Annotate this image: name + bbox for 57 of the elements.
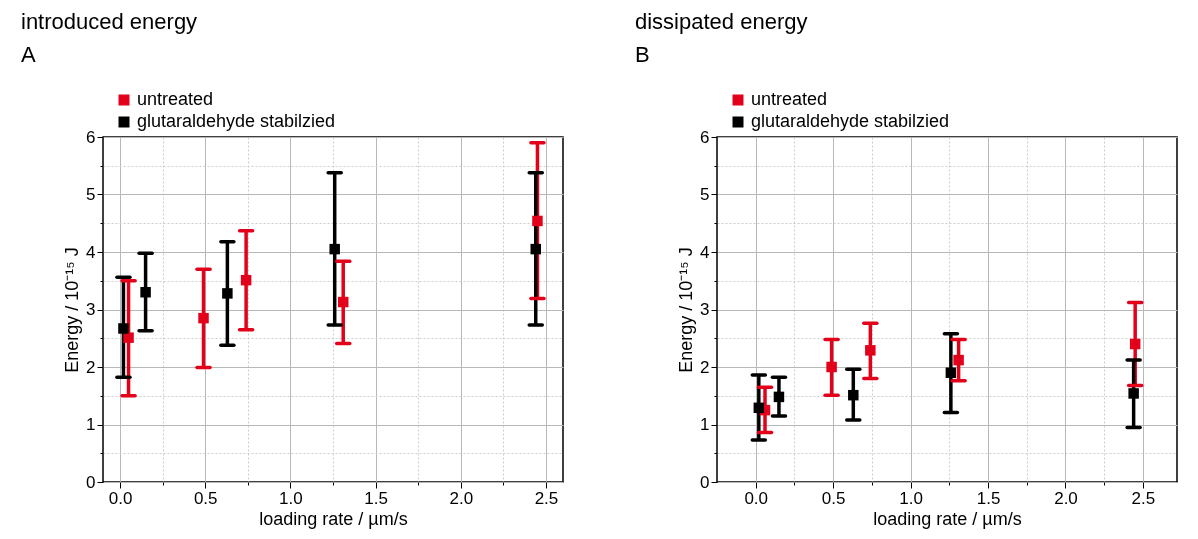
x-tick-label: 0.0 <box>108 488 133 508</box>
x-axis-title: loading rate / µm/s <box>259 508 408 529</box>
y-tick-label: 4 <box>700 242 710 262</box>
y-tick-label: 3 <box>700 300 710 319</box>
point <box>532 215 543 227</box>
point <box>753 402 765 414</box>
y-tick-label: 2 <box>700 357 710 377</box>
point <box>773 391 785 403</box>
y-tick-label: 5 <box>700 185 710 204</box>
y-tick-label: 2 <box>86 357 96 377</box>
point <box>1128 388 1139 399</box>
point <box>865 345 876 356</box>
point <box>222 288 233 299</box>
x-tick-label: 0.5 <box>821 488 846 508</box>
point <box>826 361 837 373</box>
text: B <box>635 42 650 67</box>
y-tick-label: 5 <box>86 185 96 204</box>
point <box>945 367 957 378</box>
point <box>123 332 134 343</box>
y-tick-label: 0 <box>700 472 710 492</box>
point <box>198 312 209 324</box>
point <box>140 287 151 298</box>
y-tick-label: 4 <box>86 242 96 262</box>
x-tick-label: 1.0 <box>899 488 923 508</box>
point <box>953 354 964 366</box>
x-tick-label: 1.5 <box>364 488 388 508</box>
x-axis-title: loading rate / µm/s <box>873 508 1022 529</box>
y-tick-label: 3 <box>86 300 96 319</box>
x-tick-label: 1.5 <box>976 488 1001 508</box>
point <box>118 323 129 334</box>
x-tick-label: 0.5 <box>193 488 218 508</box>
y-tick-label: 6 <box>700 127 710 147</box>
x-tick-label: 1.0 <box>279 488 303 508</box>
point <box>337 296 349 308</box>
y-tick-label: 1 <box>86 415 96 434</box>
x-tick-label: 2.5 <box>1131 488 1156 508</box>
point <box>1129 338 1141 350</box>
legend-label: untreated <box>751 89 828 109</box>
y-axis-title: Energy / 10⁻¹⁵ J <box>676 247 697 373</box>
point <box>530 243 541 255</box>
y-tick-label: 0 <box>86 472 96 492</box>
y-tick-label: 1 <box>700 415 710 434</box>
chart-title: dissipated energy <box>635 9 808 34</box>
x-tick-label: 2.0 <box>449 488 474 508</box>
chart-title: introduced energy <box>21 9 198 34</box>
text: A <box>21 42 36 67</box>
point <box>848 389 859 401</box>
x-tick-label: 2.0 <box>1054 488 1078 508</box>
legend-label: glutaraldehyde stabilzied <box>137 111 336 131</box>
x-tick-label: 0.0 <box>744 488 769 508</box>
point <box>240 274 252 286</box>
legend-label: untreated <box>137 89 214 109</box>
legend-label: glutaraldehyde stabilzied <box>751 111 950 131</box>
y-axis-title: Energy / 10⁻¹⁵ J <box>62 247 83 373</box>
point <box>329 243 340 255</box>
x-tick-label: 2.5 <box>534 488 559 508</box>
y-tick-label: 6 <box>86 127 96 147</box>
